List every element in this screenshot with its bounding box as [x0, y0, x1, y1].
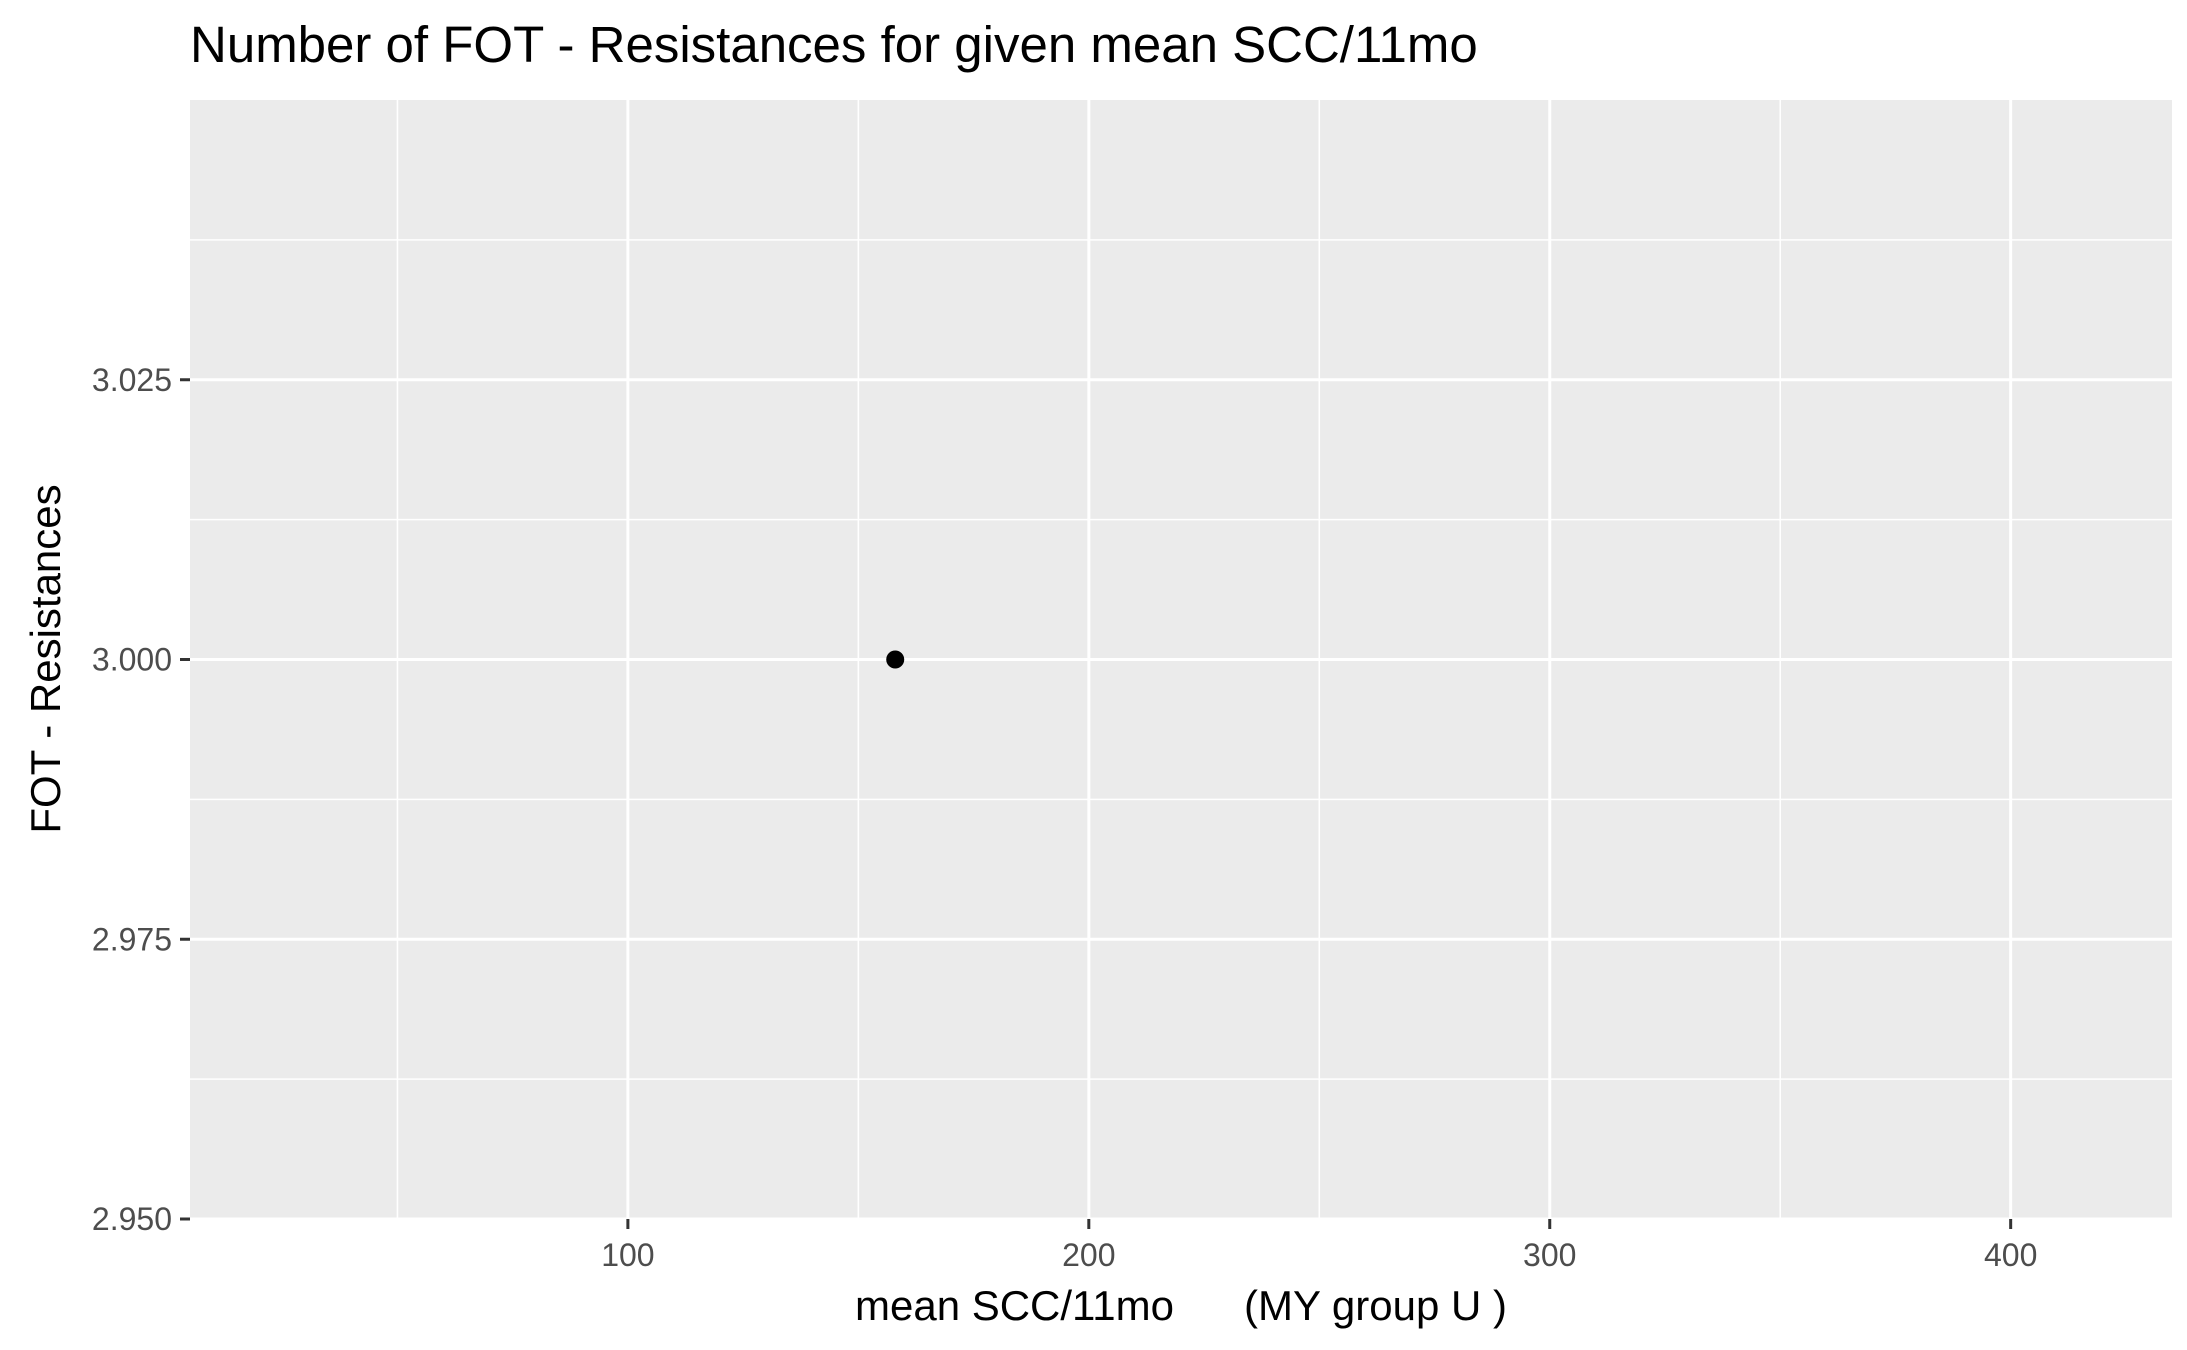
chart-title: Number of FOT - Resistances for given me…	[190, 16, 1478, 73]
y-axis-title: FOT - Resistances	[22, 484, 69, 833]
data-points	[886, 650, 905, 669]
y-tick-label: 3.025	[92, 362, 172, 398]
data-point	[886, 650, 905, 669]
x-tick-label: 400	[1984, 1237, 2037, 1273]
x-axis-title: mean SCC/11mo (MY group U )	[855, 1282, 1507, 1329]
y-tick-label: 2.975	[92, 921, 172, 957]
x-tick-label: 200	[1062, 1237, 1115, 1273]
x-axis: 100 200 300 400	[601, 1219, 2037, 1273]
y-axis: 2.950 2.975 3.000 3.025	[92, 362, 190, 1237]
x-tick-label: 100	[601, 1237, 654, 1273]
y-tick-label: 2.950	[92, 1201, 172, 1237]
y-tick-label: 3.000	[92, 642, 172, 678]
major-gridlines	[190, 100, 2172, 1221]
x-tick-label: 300	[1523, 1237, 1576, 1273]
